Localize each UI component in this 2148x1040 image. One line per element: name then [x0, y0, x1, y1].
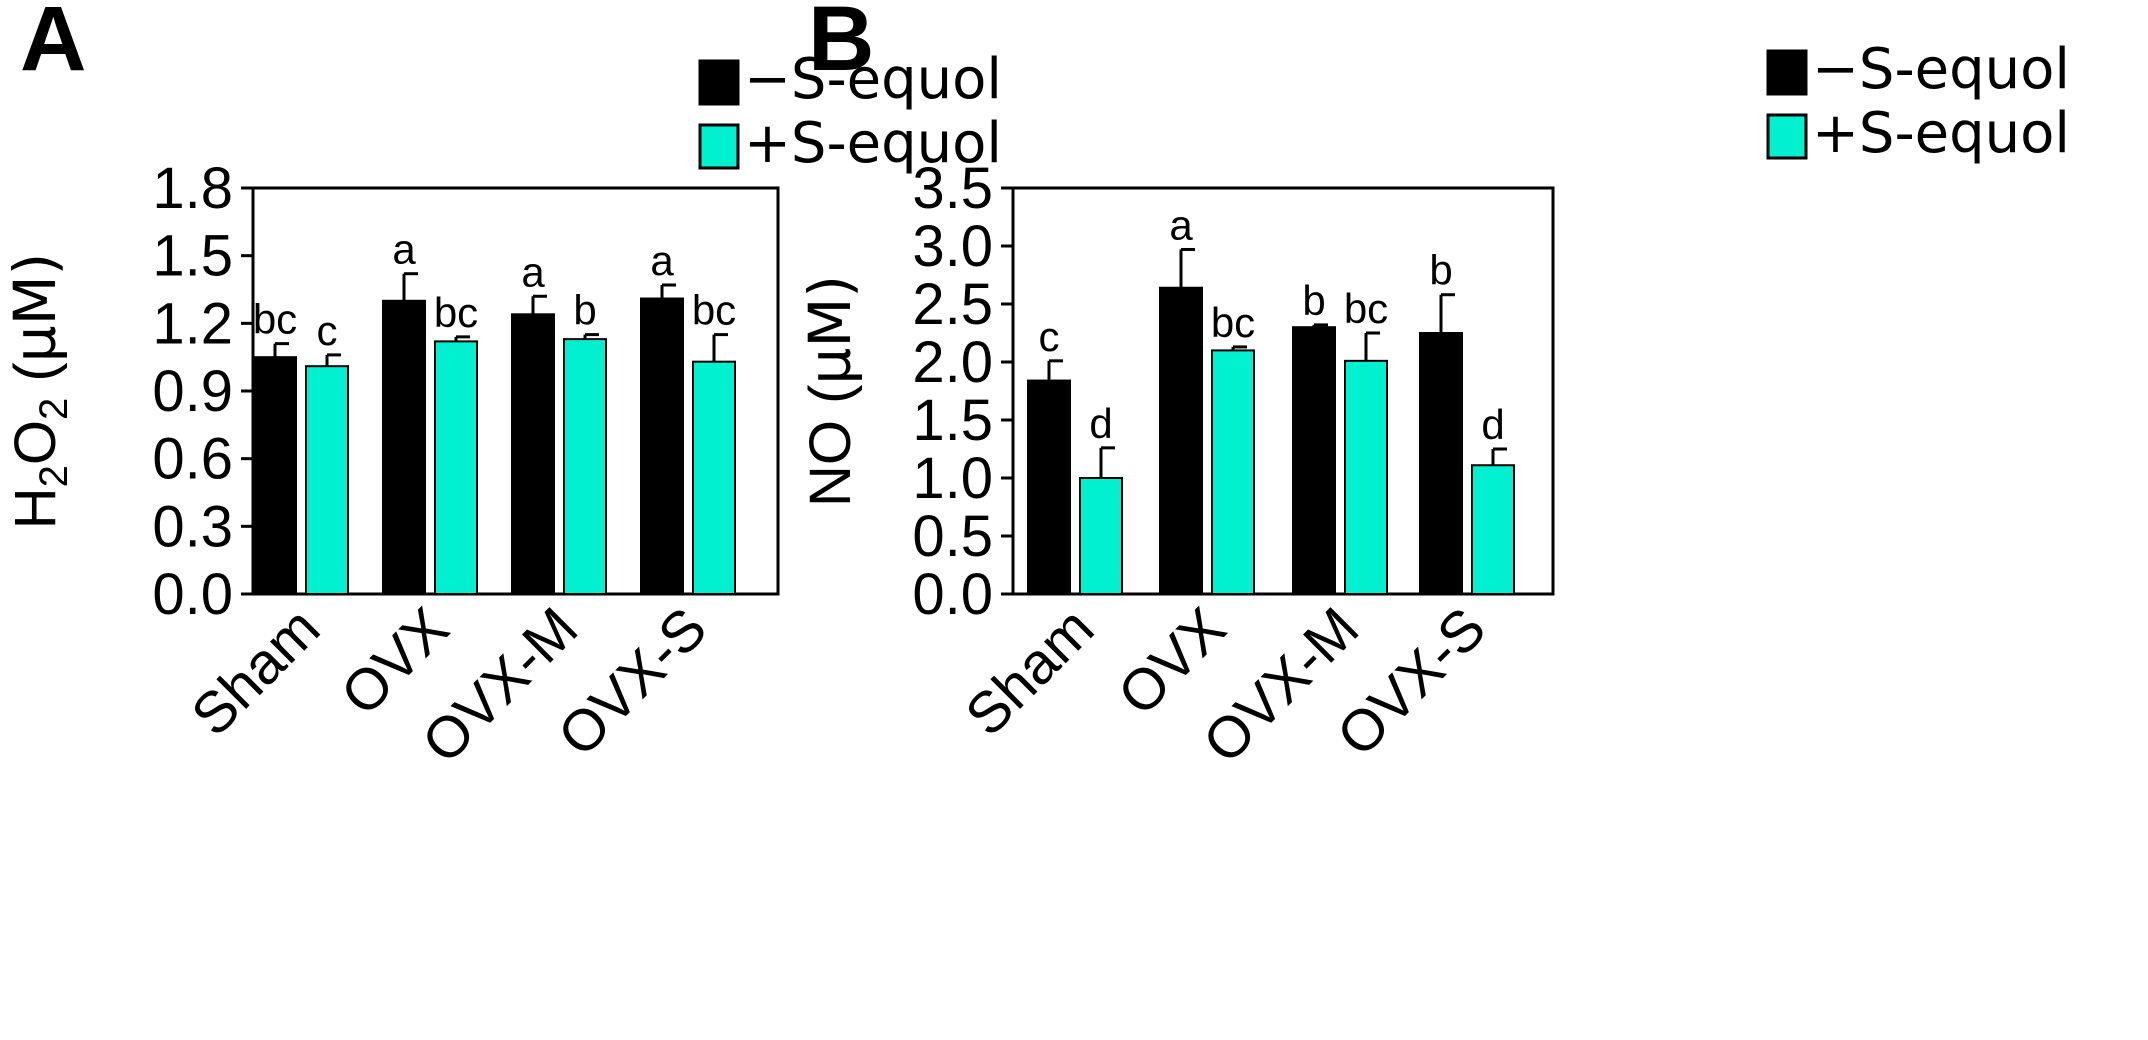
bar-plus-s-equol — [692, 360, 736, 595]
y-tick-label: 1.5 — [152, 224, 233, 289]
y-axis-label-part: ( — [3, 362, 68, 397]
legend-label: −S-equol — [744, 47, 1002, 112]
y-tick-label: 2.0 — [912, 330, 993, 395]
bar-minus-s-equol — [511, 313, 555, 595]
significance-label: d — [1089, 400, 1112, 447]
bar-minus-s-equol — [253, 356, 297, 595]
bar-plus-s-equol — [434, 340, 478, 595]
y-axis-label-part: 2 — [32, 465, 76, 487]
y-axis-label-part: O — [3, 420, 68, 465]
significance-label: bc — [253, 296, 297, 343]
significance-label: c — [1039, 313, 1060, 360]
y-tick-label: 0.5 — [912, 504, 993, 569]
significance-label: bc — [434, 289, 478, 336]
y-tick-label: 0.0 — [912, 562, 993, 627]
significance-label: a — [650, 237, 674, 284]
y-axis-label-part: NO ( — [798, 385, 863, 507]
significance-label: b — [1302, 277, 1325, 324]
panel-label: A — [20, 0, 86, 90]
legend: −S-equol+S-equol — [698, 47, 1002, 176]
y-axis-label-part: µM) — [1, 253, 69, 363]
bar-plus-s-equol — [1471, 464, 1515, 595]
y-axis-label: H2O2 (µM) — [1, 253, 76, 530]
significance-label: a — [392, 226, 416, 273]
y-tick-label: 1.8 — [152, 156, 233, 221]
legend-label: +S-equol — [744, 111, 1002, 176]
legend-swatch — [698, 59, 740, 106]
significance-label: c — [317, 307, 338, 354]
significance-label: d — [1481, 401, 1504, 448]
bar-plus-s-equol — [1211, 349, 1255, 595]
y-axis-label-part: H — [3, 487, 68, 529]
y-tick-label: 1.2 — [152, 291, 233, 356]
y-tick-label: 0.3 — [152, 494, 233, 559]
legend-swatch — [698, 123, 740, 170]
plot-frame — [1011, 186, 1555, 596]
significance-label: bc — [1211, 299, 1255, 346]
legend-label: −S-equol — [1812, 37, 2070, 102]
y-tick-label: 2.5 — [912, 272, 993, 337]
panel-label: B — [808, 0, 874, 90]
significance-label: b — [573, 287, 596, 334]
legend-label: +S-equol — [1812, 101, 2070, 166]
bar-plus-s-equol — [305, 365, 349, 596]
y-axis-label-part: 2 — [32, 398, 76, 420]
legend: −S-equol+S-equol — [1766, 37, 2070, 166]
y-tick-label: 1.5 — [912, 388, 993, 453]
y-tick-label: 3.5 — [912, 156, 993, 221]
legend-swatch — [1766, 113, 1808, 160]
bar-plus-s-equol — [1079, 477, 1123, 595]
bar-plus-s-equol — [563, 338, 607, 595]
y-tick-label: 3.0 — [912, 214, 993, 279]
legend-swatch — [1766, 49, 1808, 96]
y-tick-label: 0.6 — [152, 427, 233, 492]
y-axis-label: NO (µM) — [796, 275, 864, 507]
bar-minus-s-equol — [1292, 326, 1336, 595]
significance-label: bc — [692, 287, 736, 334]
bar-minus-s-equol — [1419, 332, 1463, 595]
significance-label: a — [1169, 201, 1193, 248]
y-tick-label: 0.0 — [152, 562, 233, 627]
significance-label: a — [521, 248, 545, 295]
x-category-label: OVX-S — [546, 595, 720, 769]
bar-minus-s-equol — [640, 297, 684, 595]
bar-minus-s-equol — [382, 299, 426, 595]
y-axis-label-part: µM) — [796, 275, 864, 385]
significance-label: bc — [1344, 285, 1388, 332]
bar-plus-s-equol — [1344, 359, 1388, 595]
bar-minus-s-equol — [1027, 379, 1071, 595]
significance-label: b — [1429, 247, 1452, 294]
y-tick-label: 1.0 — [912, 446, 993, 511]
y-tick-label: 0.9 — [152, 359, 233, 424]
bar-minus-s-equol — [1159, 286, 1203, 595]
